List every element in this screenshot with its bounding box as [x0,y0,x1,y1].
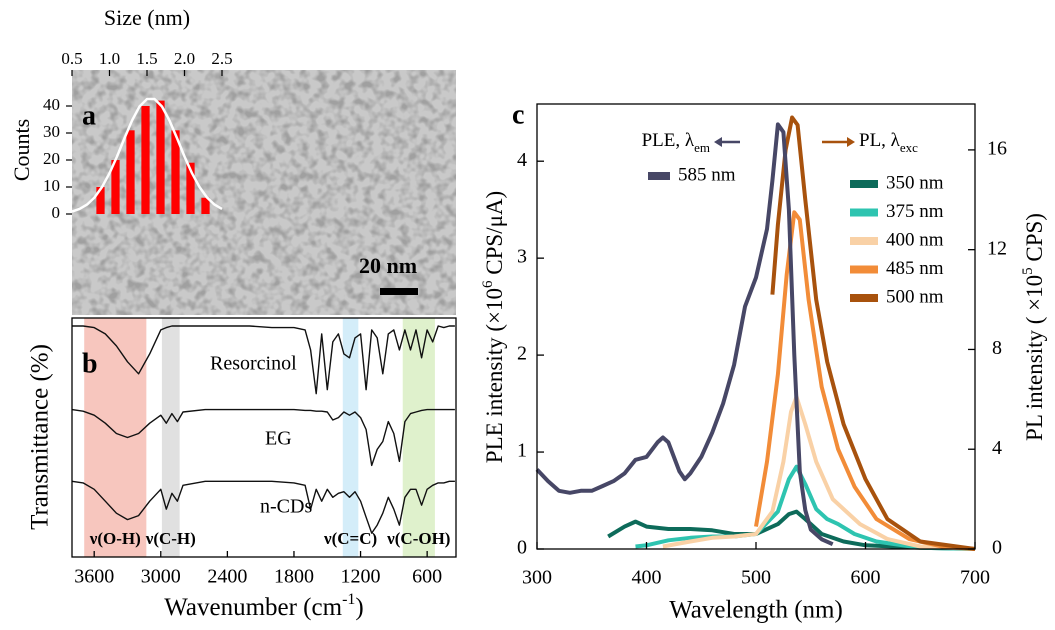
x-axis-label-sup: -1 [342,591,355,608]
x-tick-label: 700 [960,567,990,589]
fit-curve [71,97,223,213]
y2-tick-label: 16 [987,137,1007,159]
x-tick-label: 2400 [207,566,247,588]
y-tick-label: 30 [43,122,60,141]
spectrum-line [607,509,976,551]
x-tick-label: 600 [851,567,881,589]
band-label: ν(C=C) [323,529,377,548]
x-tick-label: 1200 [341,566,381,588]
series-label: Resorcinol [210,353,297,375]
legend-title-sub: em [694,140,710,155]
x-axis-label: Wavenumber (cm-1) [164,591,363,621]
y-tick-label: 3 [517,246,527,268]
histogram-bar [186,162,195,214]
x-tick-label: 3000 [141,566,181,588]
x-tick-label: 2.5 [211,49,232,68]
x-axis-label-text: ) [355,594,363,621]
scale-bar [380,288,418,295]
y2-tick-label: 0 [992,537,1002,559]
y-tick-label: 0 [517,537,527,559]
legend-label: 350 nm [886,172,944,193]
x-tick-label: 600 [412,566,442,588]
x-tick-label: 300 [522,567,552,589]
ftir-line [71,480,455,534]
x-tick-label: 1.5 [136,49,157,68]
histogram-bar [171,130,180,214]
legend-arrow-head [847,137,855,147]
legend-title-text: PLE, λ [642,130,695,151]
band [161,318,180,557]
series-label: EG [265,428,292,450]
band [402,318,435,557]
series-label: n-CDs [260,496,312,518]
histogram-bar [141,106,150,214]
legend-arrow-head [714,137,722,147]
x-tick-label: 0.5 [61,49,82,68]
y-tick-label: 2 [517,343,527,365]
plot-frame [536,103,976,550]
band-label: ν(C-H) [145,529,196,548]
legend-label: 400 nm [886,229,944,250]
legend-title: PL, λexc [859,130,918,155]
y2-axis-label-text: PL intensity ( ×10 [1022,275,1047,441]
histogram-bar [156,100,165,214]
y-axis-label: PLE intensity (×106 CPS/μA) [480,191,507,463]
band-label: ν(C-OH) [386,529,450,548]
scale-bar-label: 20 nm [359,253,417,278]
legend-title: PLE, λem [642,130,710,155]
spectrum-line [535,122,834,547]
x-axis-label: Wavelength (nm) [669,597,843,624]
y-tick-label: 20 [43,149,60,168]
y2-tick-label: 4 [992,437,1002,459]
y-axis-label-text: PLE intensity (×10 [482,288,507,463]
y-tick-label: 1 [517,440,527,462]
histogram-bar [96,187,105,214]
band [342,318,359,557]
x-tick-label: 1.0 [99,49,120,68]
legend-label: 500 nm [886,286,944,307]
spectrum-line [635,464,976,551]
y-tick-label: 10 [43,176,60,195]
legend-label: 585 nm [678,164,736,185]
y2-tick-label: 12 [987,237,1007,259]
spectrum-line [662,394,976,551]
histogram-bar [201,197,210,214]
y2-axis-label-sup: 5 [1020,267,1036,275]
panel-letter: a [82,100,96,131]
ftir-line [71,408,455,467]
y-tick-label: 0 [52,203,61,222]
band-label: ν(O-H) [89,529,141,548]
legend-label: 485 nm [886,258,944,279]
y2-axis-label: PL intensity ( ×105 CPS) [1020,213,1047,441]
y-tick-label: 4 [517,149,527,171]
histogram-bar [111,160,120,214]
x-axis-label-text: Wavenumber (cm [164,594,342,621]
y-axis-label: Transmittance (%) [27,344,54,530]
y-axis-label-text: CPS/μA) [482,191,507,281]
plot-frame [71,317,457,558]
legend-title-text: PL, λ [859,130,901,151]
x-tick-label: 1800 [274,566,314,588]
x-tick-label: 500 [741,567,771,589]
legend-label: 375 nm [886,201,944,222]
ftir-line [72,325,455,395]
y-axis-label: Counts [9,119,34,181]
panel-letter: b [82,348,98,379]
histogram-bar [126,130,135,214]
legend-title-sub: exc [900,140,918,155]
x-tick-label: 3600 [74,566,114,588]
x-tick-label: 2.0 [174,49,195,68]
y2-axis-label-text: CPS) [1022,213,1047,267]
y2-tick-label: 8 [992,337,1002,359]
x-tick-label: 400 [632,567,662,589]
y-tick-label: 40 [43,95,60,114]
x-axis-label: Size (nm) [104,5,190,30]
y-axis-label-sup: 6 [480,280,496,288]
spectrum-line [754,210,976,551]
panel-letter: c [512,99,524,130]
